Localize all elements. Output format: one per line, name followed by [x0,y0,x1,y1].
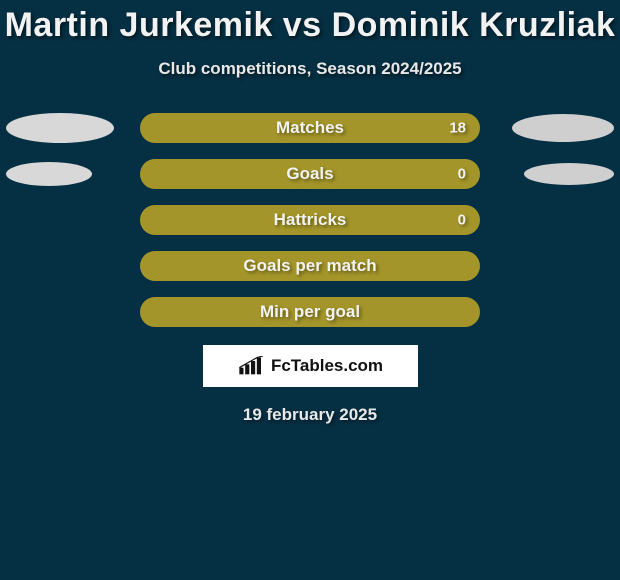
stat-label: Matches [276,118,344,138]
stat-row: Goals per match [0,251,620,281]
branding-text: FcTables.com [271,356,383,376]
bar-chart-icon [237,356,265,376]
left-value-oval [6,162,92,186]
stat-value-right: 0 [458,166,466,183]
footer-date: 19 february 2025 [0,405,620,425]
stat-rows: Matches 18 Goals 0 Hattricks 0 Goals per match… [0,113,620,327]
stat-pill: Hattricks 0 [140,205,480,235]
stat-row: Goals 0 [0,159,620,189]
stat-row: Hattricks 0 [0,205,620,235]
stat-row: Min per goal [0,297,620,327]
right-value-oval [512,114,614,142]
stat-value-right: 18 [449,120,466,137]
left-value-oval [6,113,114,143]
stat-row: Matches 18 [0,113,620,143]
branding-badge: FcTables.com [203,345,418,387]
right-value-oval [524,163,614,185]
stat-pill: Min per goal [140,297,480,327]
comparison-infographic: Martin Jurkemik vs Dominik Kruzliak Club… [0,0,620,580]
stat-label: Min per goal [260,302,360,322]
stat-pill: Goals 0 [140,159,480,189]
stat-value-right: 0 [458,212,466,229]
stat-pill: Goals per match [140,251,480,281]
stat-label: Goals per match [243,256,376,276]
stat-pill: Matches 18 [140,113,480,143]
page-subtitle: Club competitions, Season 2024/2025 [0,59,620,79]
page-title: Martin Jurkemik vs Dominik Kruzliak [0,0,620,45]
stat-label: Hattricks [274,210,347,230]
stat-label: Goals [286,164,333,184]
